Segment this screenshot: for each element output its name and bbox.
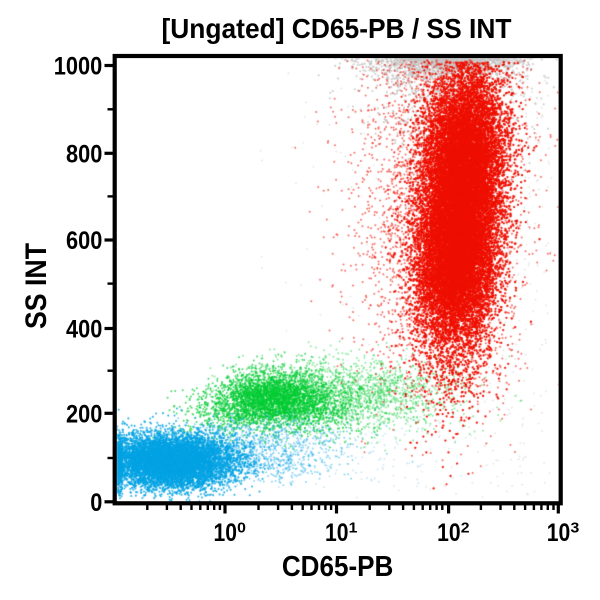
svg-text:[Ungated] CD65-PB / SS INT: [Ungated] CD65-PB / SS INT bbox=[162, 13, 512, 44]
svg-text:0: 0 bbox=[90, 489, 102, 517]
svg-text:200: 200 bbox=[66, 400, 102, 428]
svg-text:CD65-PB: CD65-PB bbox=[282, 551, 394, 583]
svg-text:1: 1 bbox=[349, 521, 358, 537]
svg-text:3: 3 bbox=[571, 521, 580, 537]
svg-text:400: 400 bbox=[66, 316, 102, 344]
svg-text:10: 10 bbox=[437, 519, 461, 547]
svg-text:10: 10 bbox=[547, 519, 571, 547]
svg-text:800: 800 bbox=[66, 140, 102, 168]
svg-text:10: 10 bbox=[214, 519, 238, 547]
svg-text:10: 10 bbox=[325, 519, 349, 547]
svg-text:1000: 1000 bbox=[54, 52, 103, 80]
svg-text:0: 0 bbox=[237, 521, 246, 537]
svg-text:600: 600 bbox=[66, 227, 102, 255]
svg-text:2: 2 bbox=[461, 521, 470, 537]
svg-text:SS INT: SS INT bbox=[20, 243, 53, 329]
